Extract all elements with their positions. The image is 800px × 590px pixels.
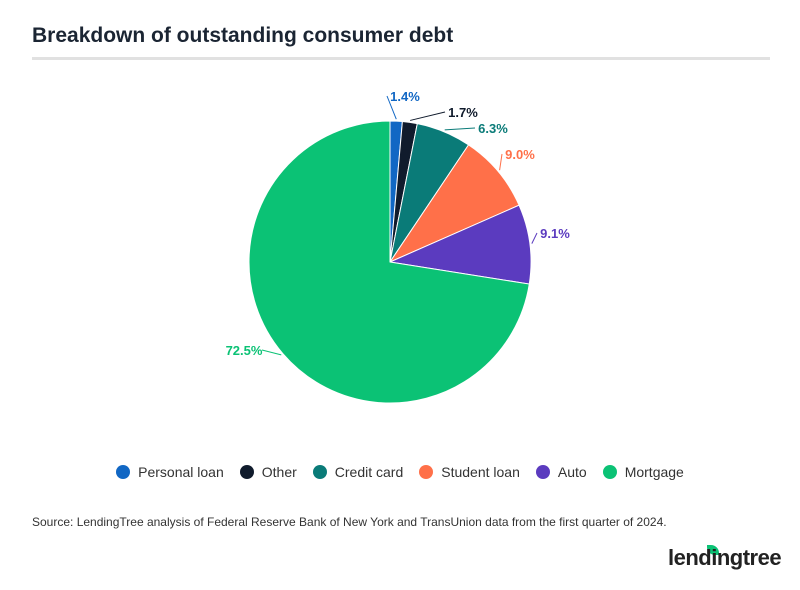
legend-dot-icon xyxy=(239,465,254,479)
legend-item: Other xyxy=(239,464,297,480)
legend-dot-icon xyxy=(116,465,131,479)
legend-dot-icon xyxy=(602,465,617,479)
legend-item: Mortgage xyxy=(602,464,684,480)
data-label: 1.7% xyxy=(448,105,478,120)
data-label: 9.0% xyxy=(505,147,535,162)
pie-chart: 1.4% 1.7%6.3% 9.0% 9.1% 72.5% xyxy=(226,89,570,404)
legend-item: Credit card xyxy=(312,464,404,480)
title-divider xyxy=(32,57,770,60)
source-note: Source: LendingTree analysis of Federal … xyxy=(32,515,667,529)
legend-label: Mortgage xyxy=(624,464,684,480)
label-connector xyxy=(261,349,282,356)
label-connector xyxy=(499,153,503,171)
label-connector xyxy=(444,127,476,131)
legend-label: Other xyxy=(261,464,297,480)
legend: Personal loan Other Credit card Student loa… xyxy=(0,464,800,480)
data-label: 1.4% xyxy=(390,89,420,104)
legend-dot-icon xyxy=(419,465,434,479)
legend-label: Auto xyxy=(557,464,587,480)
legend-item: Student loan xyxy=(419,464,520,480)
legend-item: Auto xyxy=(535,464,587,480)
legend-label: Personal loan xyxy=(138,464,224,480)
leaf-logo-icon xyxy=(707,545,719,555)
data-label: 6.3% xyxy=(478,121,508,136)
pie-slice-student-loan xyxy=(388,144,520,264)
legend-dot-icon xyxy=(535,465,550,479)
pie-slice-auto xyxy=(388,204,532,285)
lendingtree-logo: lendingtree xyxy=(668,545,782,570)
label-connector xyxy=(410,111,446,121)
legend-dot-icon xyxy=(312,465,327,479)
data-label: 72.5% xyxy=(226,343,263,358)
pie-slice-mortgage xyxy=(248,120,530,404)
legend-label: Credit card xyxy=(334,464,404,480)
label-connector xyxy=(386,95,397,120)
data-label: 9.1% xyxy=(540,226,570,241)
legend-item: Personal loan xyxy=(116,464,224,480)
legend-label: Student loan xyxy=(441,464,520,480)
label-connector xyxy=(531,232,538,244)
chart-title: Breakdown of outstanding consumer debt xyxy=(32,24,454,47)
